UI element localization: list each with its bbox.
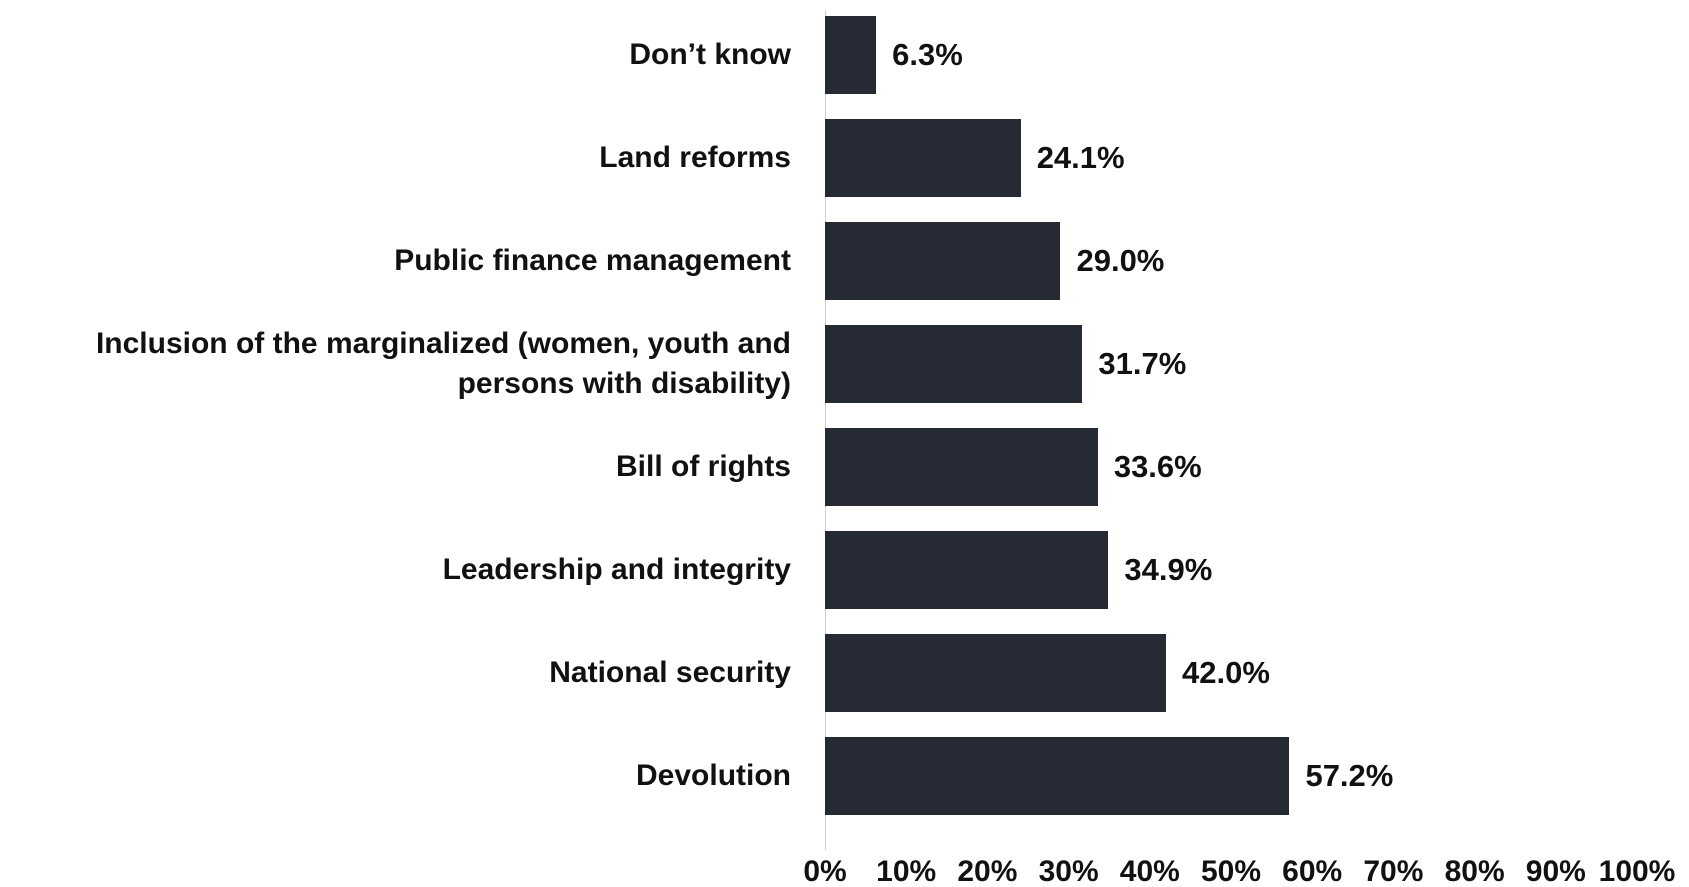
bar	[825, 119, 1021, 197]
x-tick-label: 60%	[1282, 855, 1343, 887]
category-label: Devolution	[636, 759, 791, 792]
category-label: Leadership and integrity	[442, 553, 791, 586]
x-tick-label: 40%	[1119, 855, 1180, 887]
category-label: Bill of rights	[616, 450, 791, 483]
bar	[825, 531, 1109, 609]
category-label: Land reforms	[599, 141, 791, 174]
value-label: 31.7%	[1098, 346, 1187, 381]
x-tick-label: 70%	[1363, 855, 1424, 887]
value-label: 57.2%	[1305, 758, 1394, 793]
bar	[825, 737, 1290, 815]
value-label: 33.6%	[1113, 449, 1202, 484]
x-tick-label: 80%	[1444, 855, 1505, 887]
bar	[825, 222, 1061, 300]
bar	[825, 325, 1083, 403]
x-tick-label: 100%	[1598, 855, 1676, 887]
category-label: Public finance management	[394, 244, 791, 277]
category-label: National security	[549, 656, 791, 689]
x-tick-label: 0%	[803, 855, 847, 887]
x-tick-label: 30%	[1038, 855, 1099, 887]
value-label: 34.9%	[1124, 552, 1213, 587]
value-label: 42.0%	[1182, 655, 1270, 690]
value-label: 24.1%	[1036, 140, 1125, 175]
bar	[825, 634, 1167, 712]
x-tick-label: 20%	[957, 855, 1018, 887]
bar	[825, 428, 1098, 506]
bar	[825, 16, 877, 94]
category-label: Inclusion of the marginalized (women, yo…	[95, 327, 791, 400]
x-tick-label: 50%	[1200, 855, 1262, 887]
x-tick-label: 10%	[876, 855, 937, 887]
value-label: 6.3%	[892, 37, 963, 72]
category-label: Don’t know	[629, 38, 791, 71]
value-label: 29.0%	[1076, 243, 1165, 278]
x-tick-label: 90%	[1525, 855, 1586, 887]
